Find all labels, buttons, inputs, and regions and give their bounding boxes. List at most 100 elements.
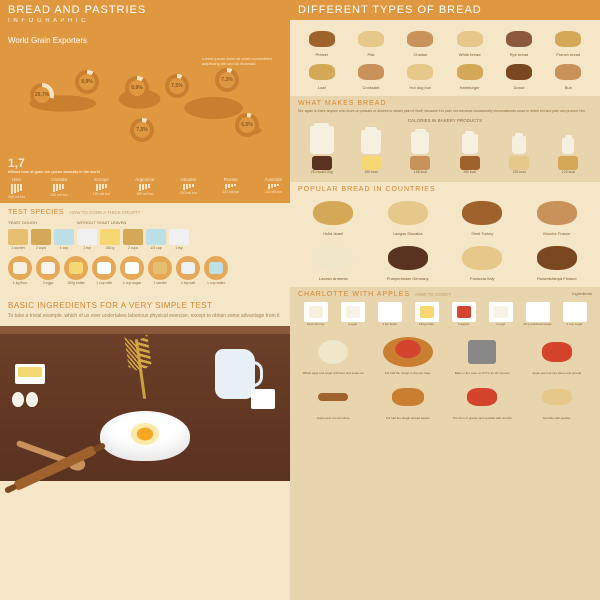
sugar-icon [251,389,275,409]
col1-label: YEAST DOUGH [8,220,37,225]
exporters-row: USA300 mil tonCanada220 mil tonEurope180… [8,177,282,199]
ingredient-item: 2 cups [31,229,51,250]
test-subtitle: HOW TO COOK A THICK CRUST? [69,210,140,215]
types-section: PretzelPitaChallahWhite breadRye breadFr… [290,20,600,96]
exporter-item: Canada220 mil ton [50,177,67,199]
ingredients-label: Ingredients [572,291,592,296]
exporter-item: Argentina180 mil ton [135,177,154,199]
charlotte-title: CHARLOTTE WITH APPLES [298,291,410,298]
exporter-item: Europe180 mil ton [93,177,110,199]
ingredient-item: 1 tsp [169,229,189,250]
ingredient-circle: 1 cup sugar [120,256,144,285]
ingredient-item: 1 tsp [77,229,97,250]
test-section: TEST SPECIES HOW TO COOK A THICK CRUST? … [0,203,290,295]
charlotte-ingredient: 3 eggs [335,302,370,326]
charlotte-ingredient: Flour 1/3 cup [298,302,333,326]
charlotte-ingredient: 4 eggs [483,302,518,326]
charlotte-ingredient: 30 g powdered sugar [520,302,555,326]
ingredient-circle: 3 eggs [36,256,60,285]
donut-chart: 6,5% [235,113,259,137]
col2-label: WITHOUT YEAST LEAVEN [77,220,126,225]
ingredient-circle: 150g butter [64,256,88,285]
popular-bread: Simit Turkey [447,197,518,236]
bread-type: Hot dog bun [397,61,444,90]
ingredient-circle: 1 tsp salt [176,256,200,285]
basic-title: BASIC INGREDIENTS FOR A VERY SIMPLE TEST [8,301,282,310]
ingredient-circle: 1 cup milk [92,256,116,285]
donut-chart: 8,9% [75,70,99,94]
bread-type: French bread [545,28,592,57]
recipe-step: Put half the dough spread apples [373,379,444,421]
calorie-item: 150 kcal [446,134,493,174]
charlotte-ingredient: 1 cup sugar [557,302,592,326]
exporter-item: Ukraine150 mil ton [180,177,197,199]
recipe-step: Put half the dough in the pan bake [373,334,444,376]
basic-text: To take a trivial example, which of us e… [8,313,282,320]
bowl-icon [100,411,190,461]
right-column: DIFFERENT TYPES OF BREAD PretzelPitaChal… [290,0,600,600]
calorie-item: 120 kcal [545,138,592,174]
cutting-board-illustration [0,326,290,481]
ingredient-item: 150 g [100,229,120,250]
test-title: TEST SPECIES [8,209,64,216]
main-header: BREAD AND PASTRIES I N F O G R A P H I C [0,0,290,28]
popular-section: POPULAR BREAD IN COUNTRIES Hulla Israel L… [290,182,600,287]
ingredient-circle: 1 cup water [204,256,228,285]
map-section: World Grain Exporters Lorem ipsum dolor … [0,28,290,203]
left-column: BREAD AND PASTRIES I N F O G R A P H I C… [0,0,290,600]
charlotte-ingredient: 150g butter [409,302,444,326]
charlotte-section: CHARLOTTE WITH APPLES HOW TO COOK? Ingre… [290,287,600,600]
exporter-item: Russia130 mil ton [222,177,239,199]
types-header: DIFFERENT TYPES OF BREAD [290,0,600,20]
bread-type: Pretzel [298,28,345,57]
ingredients-row-1: 1 sachet2 cups1 cup1 tsp150 g2 cups1/3 c… [8,229,282,250]
exporter-item: Australia110 mil ton [264,177,282,199]
calories-subtitle: CALORIES IN BAKERY PRODUCTS [298,118,592,123]
calories-section: WHAT MAKES BREAD Nor again is there anyo… [290,96,600,182]
recipe-step: Apple peel cut into slices and spread [522,334,593,376]
ingredient-item: 1/3 cup [146,229,166,250]
popular-bread: Focaccia Italy [447,242,518,281]
stat-text: billions tons of grain are grown annuall… [8,170,100,175]
milk-jug-icon [215,349,255,399]
popular-title: POPULAR BREAD IN COUNTRIES [298,186,592,193]
main-title: BREAD AND PASTRIES [8,4,282,16]
bread-type: Loaf [298,61,345,90]
charlotte-ingredient: 1 tsp Soda [372,302,407,326]
bread-type: Donut [495,61,542,90]
bread-type: Croissant [347,61,394,90]
ingredient-item: 1 sachet [8,229,28,250]
bread-type: Hamburger [446,61,493,90]
grain-stat: 1,7 billions tons of grain are grown ann… [8,156,100,175]
calorie-item: 135 kcal [495,136,542,174]
popular-bread: Brioche France [522,197,593,236]
map-title: World Grain Exporters [8,36,282,45]
calorie-item: 165 kcal [397,132,444,174]
eggs-icon [12,392,38,407]
rolling-pin-icon [12,444,98,491]
wheat-icon [135,339,146,399]
donut-chart: 8,9% [125,76,149,100]
calorie-item: 210 kcal/100g [298,126,345,174]
bread-type: Bun [545,61,592,90]
butter-icon [15,364,45,384]
recipe-step: Sprinkle with powder [522,379,593,421]
donut-chart: 7,5% [165,74,189,98]
bread-type: Rye bread [495,28,542,57]
stat-number: 1,7 [8,156,25,170]
recipe-step: Bake in the oven at 170°C for 30 minutes [447,334,518,376]
donut-chart: 29,7% [30,83,54,107]
ingredients-row-2: 1 kg flour3 eggs150g butter1 cup milk1 c… [8,256,282,289]
bread-type: Pita [347,28,394,57]
calories-text: Nor again is there anyone who loves or p… [298,109,592,114]
calorie-item: 180 kcal [347,130,394,174]
recipe-step: Apple peel cut into slices [298,379,369,421]
charlotte-subtitle: HOW TO COOK? [415,292,450,297]
popular-bread: Lavash Armenia [298,242,369,281]
bread-type: White bread [446,28,493,57]
popular-bread: Hulla Israel [298,197,369,236]
main-subtitle: I N F O G R A P H I C [8,18,282,24]
donut-chart: 7,5% [130,118,154,142]
popular-bread: Ruisreikäleipä Finland [522,242,593,281]
ingredient-circle: 1 sachet [148,256,172,285]
